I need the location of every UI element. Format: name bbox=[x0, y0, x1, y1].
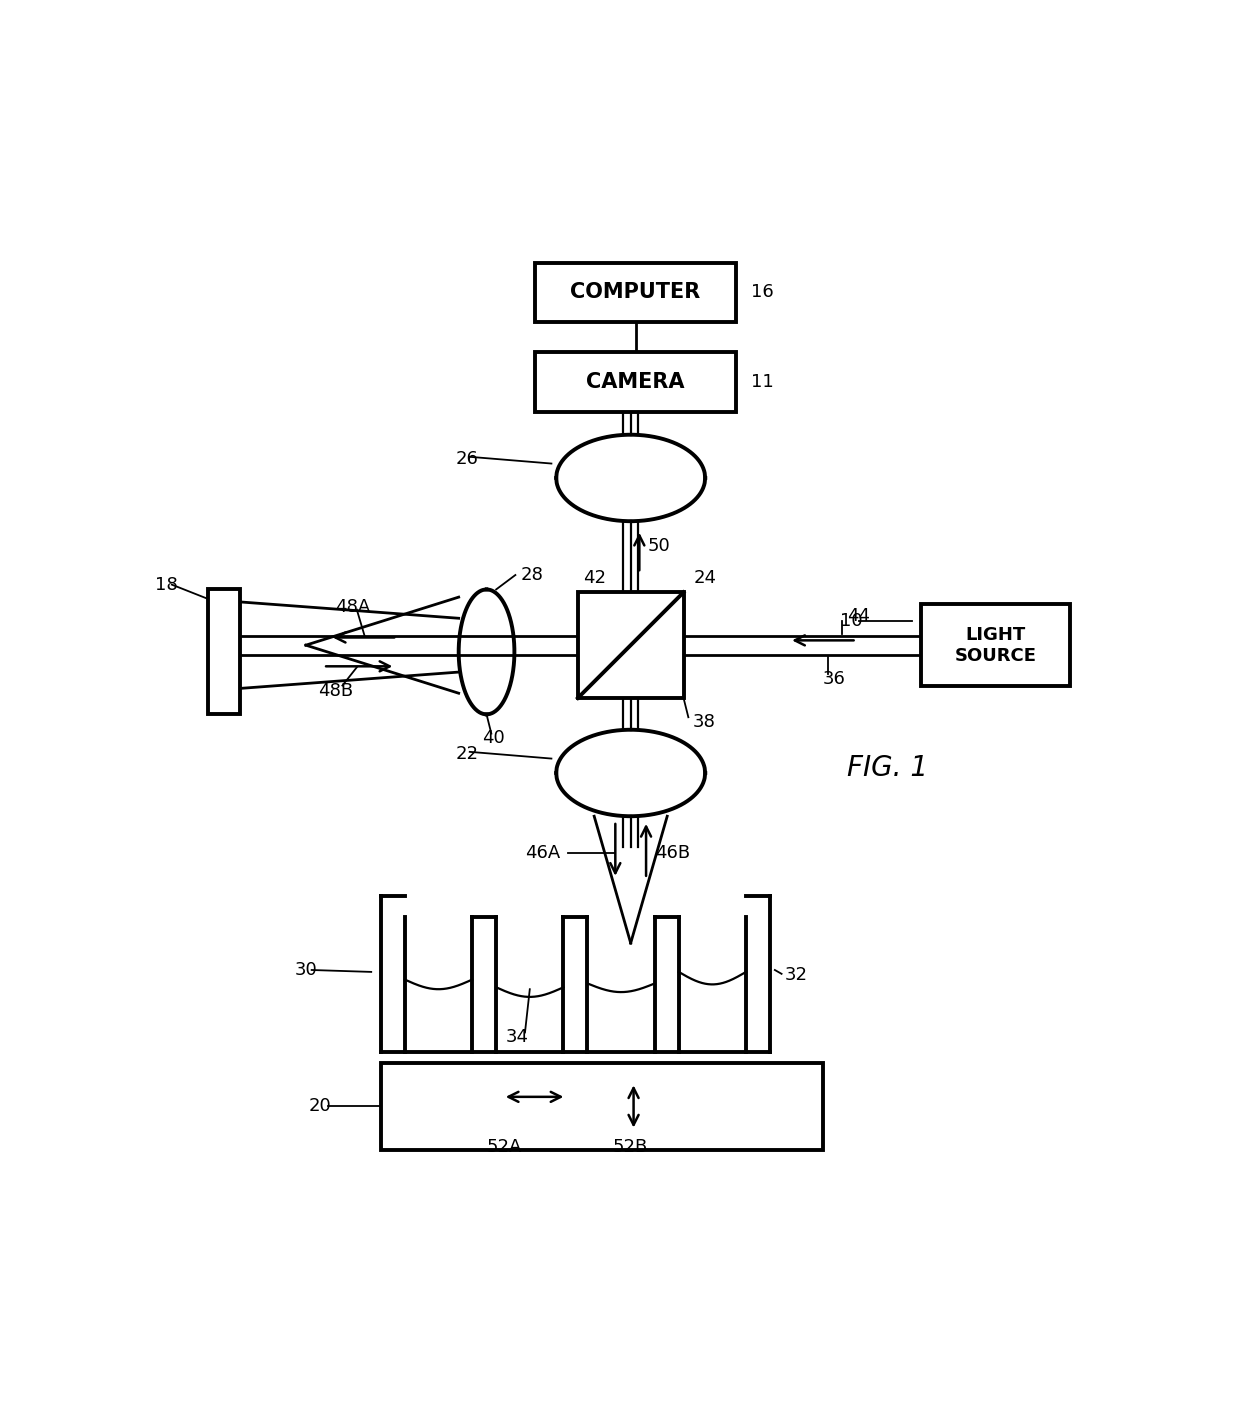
Text: 22: 22 bbox=[455, 744, 479, 763]
Text: 40: 40 bbox=[481, 729, 505, 747]
Text: LIGHT
SOURCE: LIGHT SOURCE bbox=[955, 626, 1037, 665]
Text: 36: 36 bbox=[823, 670, 846, 687]
Text: 48A: 48A bbox=[335, 597, 370, 616]
Bar bbox=[534, 262, 737, 322]
Bar bbox=[578, 592, 683, 699]
Text: COMPUTER: COMPUTER bbox=[570, 282, 701, 302]
Text: 46A: 46A bbox=[525, 844, 560, 861]
Text: 30: 30 bbox=[294, 961, 317, 980]
Text: 52A: 52A bbox=[486, 1138, 522, 1156]
Bar bbox=[381, 1064, 823, 1149]
Text: 52B: 52B bbox=[613, 1138, 647, 1156]
Bar bbox=[921, 605, 1070, 686]
Text: 26: 26 bbox=[455, 449, 479, 468]
Text: 10: 10 bbox=[839, 612, 862, 630]
Text: CAMERA: CAMERA bbox=[587, 372, 684, 392]
Text: 16: 16 bbox=[751, 284, 774, 301]
Text: 50: 50 bbox=[649, 538, 671, 555]
Text: 42: 42 bbox=[583, 569, 605, 588]
Text: 44: 44 bbox=[847, 607, 870, 626]
Text: 11: 11 bbox=[751, 372, 774, 391]
Text: 32: 32 bbox=[785, 965, 807, 984]
Bar bbox=[534, 352, 737, 412]
Text: 18: 18 bbox=[155, 576, 179, 593]
Text: 38: 38 bbox=[693, 713, 715, 732]
Text: 28: 28 bbox=[521, 566, 543, 585]
Text: 24: 24 bbox=[693, 569, 717, 588]
Text: 34: 34 bbox=[506, 1028, 528, 1047]
Text: FIG. 1: FIG. 1 bbox=[847, 754, 928, 783]
Bar bbox=[208, 589, 241, 714]
Text: 46B: 46B bbox=[655, 844, 689, 861]
Text: 20: 20 bbox=[309, 1098, 331, 1115]
Text: 48B: 48B bbox=[319, 682, 353, 700]
